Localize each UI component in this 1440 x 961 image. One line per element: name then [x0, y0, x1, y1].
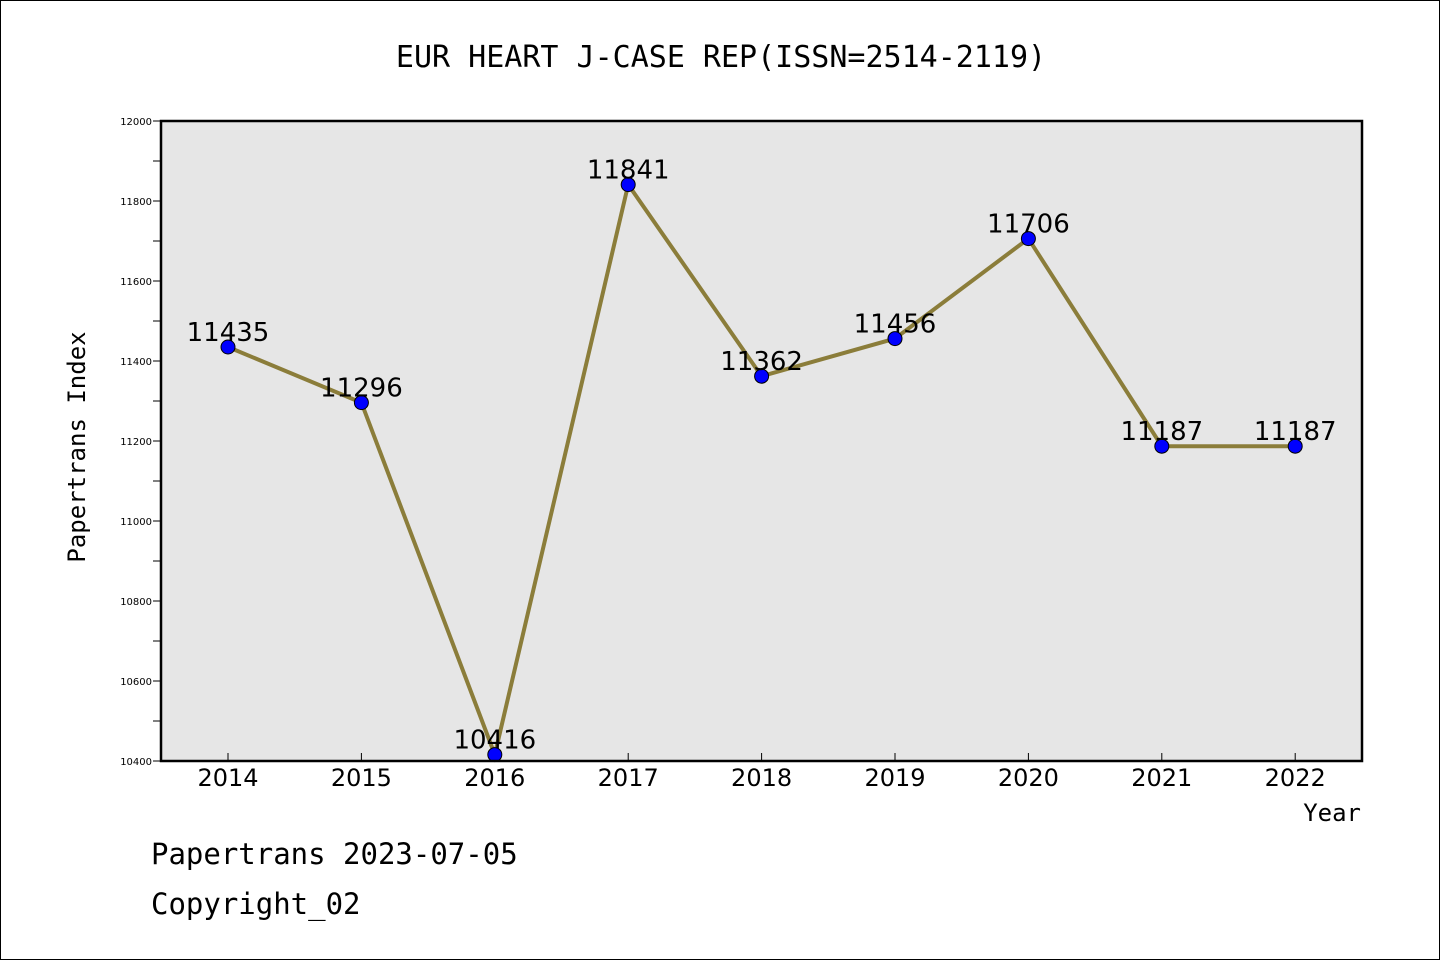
series-group: 11435 11296 10416 11841 11362 11456 11706 11187… — [187, 156, 1337, 763]
y-tick-label: 11400 — [120, 357, 152, 368]
y-axis-label: Papertrans Index — [63, 331, 91, 562]
footer-date: Papertrans 2023-07-05 — [151, 837, 518, 871]
y-tick-label: 10600 — [120, 677, 152, 688]
data-label: 11841 — [587, 156, 670, 186]
y-axis-ticks: 10400 10600 10800 11000 11200 11400 11600 11800… — [120, 117, 161, 768]
x-tick-label: 2014 — [197, 764, 258, 792]
data-point — [1287, 438, 1303, 454]
data-label: 11187 — [1120, 417, 1203, 447]
y-tick-label: 12000 — [120, 117, 152, 128]
data-label: 11362 — [720, 347, 803, 377]
data-label: 11296 — [320, 374, 403, 404]
x-tick-label: 2021 — [1131, 764, 1192, 792]
data-point — [220, 339, 236, 355]
footer-copyright: Copyright_02 — [151, 887, 361, 922]
data-point — [620, 177, 636, 193]
x-tick-label: 2019 — [864, 764, 925, 792]
y-tick-label: 11000 — [120, 517, 152, 528]
data-point — [1154, 438, 1170, 454]
data-point — [353, 395, 369, 411]
data-point — [887, 331, 903, 347]
chart-title: EUR HEART J-CASE REP(ISSN=2514-2119) — [396, 40, 1046, 75]
x-tick-label: 2015 — [331, 764, 392, 792]
data-label: 11456 — [854, 310, 937, 340]
data-label: 11435 — [187, 318, 270, 348]
y-tick-label: 11200 — [120, 437, 152, 448]
x-tick-label: 2018 — [731, 764, 792, 792]
data-point — [1020, 231, 1036, 247]
y-tick-label: 10800 — [120, 597, 152, 608]
x-tick-label: 2016 — [464, 764, 525, 792]
y-tick-label: 11800 — [120, 197, 152, 208]
y-tick-label: 11600 — [120, 277, 152, 288]
x-tick-label: 2017 — [598, 764, 659, 792]
plot-border — [159, 119, 1364, 763]
x-tick-label: 2022 — [1265, 764, 1326, 792]
x-tick-label: 2020 — [998, 764, 1059, 792]
data-label: 10416 — [453, 726, 536, 756]
data-point — [754, 368, 770, 384]
y-tick-label: 10400 — [120, 757, 152, 768]
x-axis-label: Year — [1303, 799, 1361, 827]
data-label: 11706 — [987, 210, 1070, 240]
data-label: 11187 — [1254, 417, 1337, 447]
x-axis-ticks: 2014 2015 2016 2017 2018 2019 2020 2021 2022 — [197, 753, 1326, 792]
